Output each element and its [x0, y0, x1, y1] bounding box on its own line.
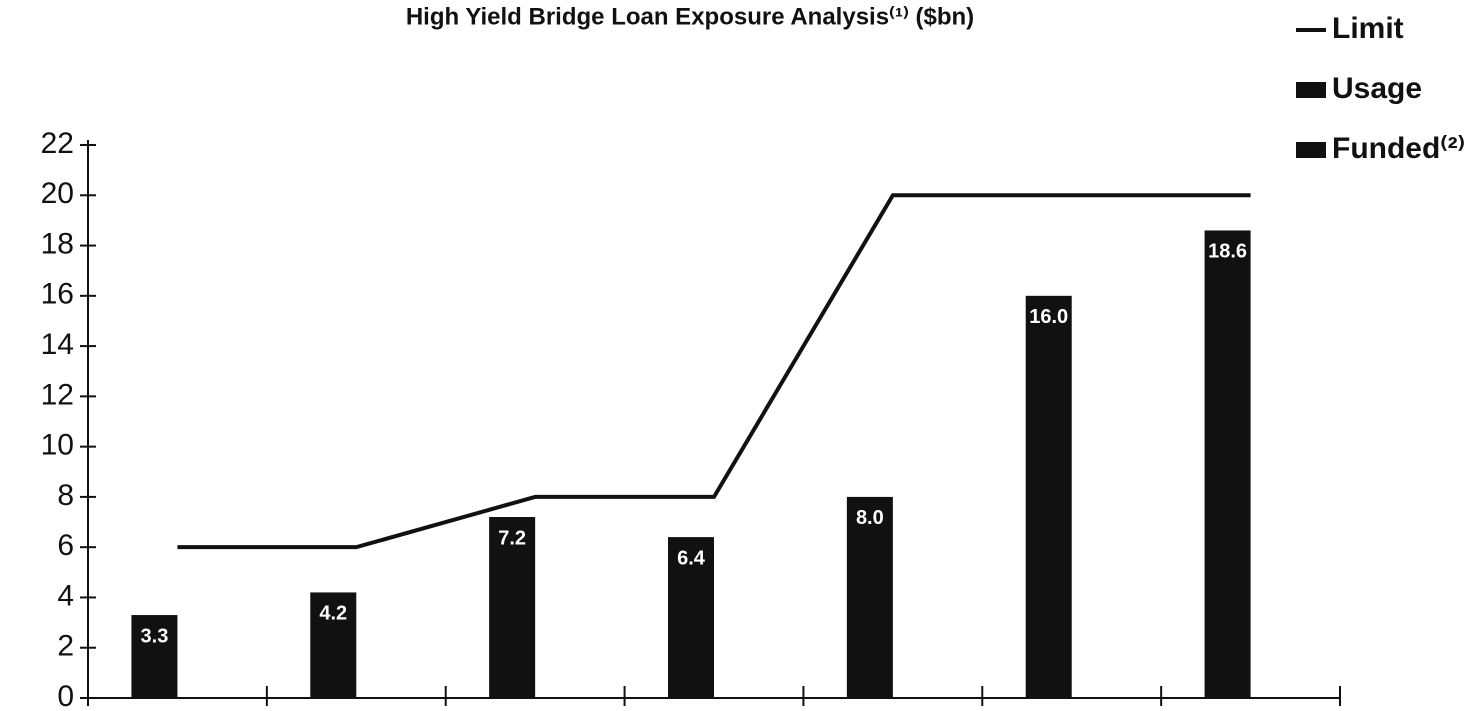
y-tick-label: 2	[57, 630, 74, 663]
bar	[489, 517, 536, 698]
y-tick-label: 22	[41, 127, 74, 160]
y-tick-label: 14	[41, 328, 74, 361]
value-label: 3.3	[141, 625, 169, 647]
y-tick-label: 8	[57, 479, 74, 512]
y-tick-label: 0	[57, 680, 74, 711]
y-tick-label: 16	[41, 278, 74, 311]
bar	[846, 496, 893, 698]
y-tick-label: 12	[41, 378, 74, 411]
bar	[1025, 295, 1072, 698]
y-tick-label: 10	[41, 429, 74, 462]
value-label: 7.2	[498, 527, 526, 549]
value-label: 8.0	[856, 507, 884, 529]
bar	[310, 592, 357, 698]
y-tick-label: 6	[57, 529, 74, 562]
value-label: 4.2	[319, 603, 347, 625]
y-tick-label: 18	[41, 227, 74, 260]
bar	[131, 615, 178, 698]
legend-label: Usage	[1332, 72, 1422, 105]
legend-swatch	[1296, 82, 1326, 98]
bar	[668, 537, 714, 698]
legend-label: Funded⁽²⁾	[1332, 132, 1465, 165]
bar	[1204, 230, 1251, 699]
value-label: 18.6	[1208, 241, 1247, 263]
y-tick-label: 4	[57, 579, 74, 612]
limit-line	[177, 193, 1251, 550]
chart-title: High Yield Bridge Loan Exposure Analysis…	[406, 3, 974, 30]
value-label: 6.4	[677, 547, 706, 569]
legend-swatch	[1296, 142, 1326, 158]
y-tick-label: 20	[41, 177, 74, 210]
value-label: 16.0	[1029, 306, 1068, 328]
legend-label: Limit	[1332, 12, 1404, 45]
